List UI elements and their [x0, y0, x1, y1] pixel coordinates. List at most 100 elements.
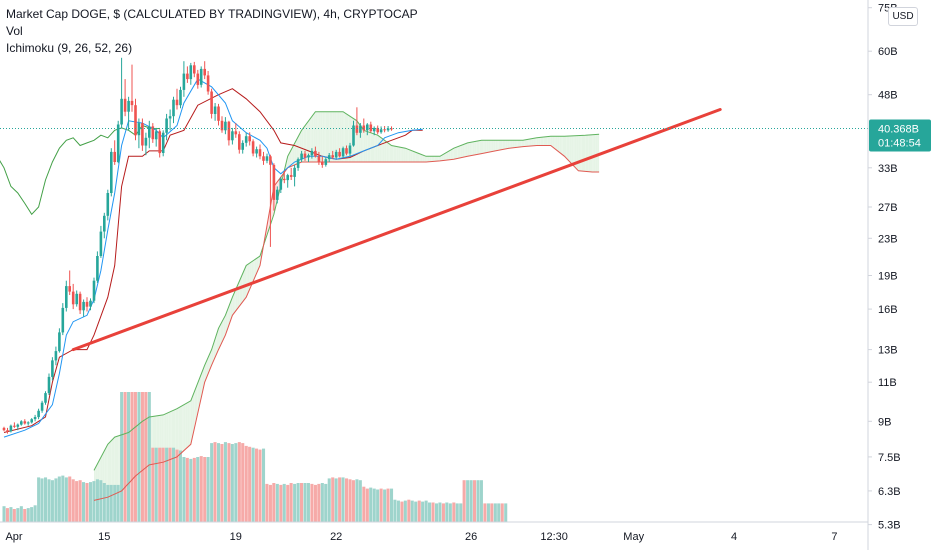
candle[interactable] — [85, 297, 89, 312]
candle[interactable] — [355, 107, 359, 136]
candle[interactable] — [92, 277, 96, 304]
candle[interactable] — [37, 408, 40, 420]
candle[interactable] — [54, 346, 58, 366]
candle[interactable] — [372, 126, 376, 136]
candle[interactable] — [130, 64, 134, 112]
candle[interactable] — [224, 117, 227, 135]
candle[interactable] — [199, 66, 203, 88]
candle[interactable] — [58, 328, 61, 353]
candle[interactable] — [175, 88, 179, 110]
candle[interactable] — [51, 357, 54, 381]
candle[interactable] — [172, 96, 175, 124]
candle[interactable] — [96, 251, 99, 283]
legend-volume[interactable]: Vol — [6, 24, 23, 38]
candle[interactable] — [327, 153, 331, 162]
candle[interactable] — [324, 157, 328, 167]
candle[interactable] — [334, 149, 338, 159]
candle[interactable] — [238, 131, 241, 154]
candle[interactable] — [13, 422, 16, 428]
candle[interactable] — [352, 120, 355, 147]
candle[interactable] — [213, 103, 217, 121]
candle[interactable] — [179, 86, 182, 109]
candle[interactable] — [296, 157, 300, 171]
candle[interactable] — [383, 126, 386, 133]
candle[interactable] — [23, 419, 27, 425]
candle[interactable] — [2, 426, 6, 432]
candle[interactable] — [248, 132, 251, 146]
candle[interactable] — [231, 127, 234, 145]
candle[interactable] — [75, 290, 78, 307]
candle[interactable] — [144, 132, 148, 156]
candle[interactable] — [151, 123, 155, 143]
candle[interactable] — [158, 129, 161, 158]
candle[interactable] — [99, 225, 103, 258]
legend-ichimoku[interactable]: Ichimoku (9, 26, 52, 26) — [6, 41, 133, 55]
candle[interactable] — [113, 140, 116, 165]
candle[interactable] — [137, 118, 141, 149]
trendline[interactable] — [71, 108, 722, 352]
candle[interactable] — [272, 163, 276, 211]
candle[interactable] — [293, 164, 296, 187]
candle[interactable] — [307, 153, 310, 162]
candle[interactable] — [206, 71, 210, 95]
candle[interactable] — [148, 120, 151, 149]
candle[interactable] — [61, 303, 65, 336]
legend-symbol[interactable]: Market Cap DOGE, $ (CALCULATED BY TRADIN… — [6, 7, 418, 21]
candle[interactable] — [71, 283, 75, 310]
candle[interactable] — [369, 121, 373, 133]
candle[interactable] — [44, 391, 47, 405]
candle[interactable] — [189, 62, 193, 85]
candle[interactable] — [227, 120, 231, 146]
candle[interactable] — [68, 270, 71, 296]
candle[interactable] — [269, 154, 272, 247]
candle[interactable] — [165, 113, 168, 141]
candle[interactable] — [203, 61, 206, 80]
candle[interactable] — [289, 167, 293, 180]
candle[interactable] — [65, 280, 68, 312]
candle[interactable] — [161, 130, 165, 157]
candle[interactable] — [16, 423, 20, 431]
candle[interactable] — [89, 298, 92, 311]
candle[interactable] — [386, 126, 390, 132]
candle[interactable] — [390, 126, 393, 131]
candle[interactable] — [123, 79, 127, 117]
candle[interactable] — [310, 148, 314, 159]
candle[interactable] — [186, 66, 189, 83]
candle[interactable] — [251, 139, 255, 157]
candle[interactable] — [265, 153, 269, 164]
candle[interactable] — [286, 173, 289, 188]
candle[interactable] — [314, 146, 317, 158]
candle[interactable] — [283, 170, 286, 184]
candle[interactable] — [366, 123, 369, 136]
candle[interactable] — [9, 424, 13, 433]
candle[interactable] — [244, 132, 248, 147]
candle[interactable] — [338, 148, 341, 158]
candle[interactable] — [341, 146, 345, 158]
candle[interactable] — [154, 127, 158, 147]
candle[interactable] — [40, 400, 44, 413]
candle[interactable] — [20, 420, 23, 426]
candle[interactable] — [210, 88, 213, 119]
candle[interactable] — [262, 151, 265, 165]
candle[interactable] — [182, 61, 186, 97]
candle[interactable] — [78, 291, 82, 314]
candle[interactable] — [321, 156, 324, 168]
candle[interactable] — [6, 427, 9, 434]
candle[interactable] — [110, 148, 113, 197]
candle[interactable] — [255, 146, 258, 158]
candle[interactable] — [116, 120, 120, 164]
candle[interactable] — [345, 145, 348, 156]
candle[interactable] — [30, 418, 33, 424]
candle[interactable] — [317, 151, 321, 165]
candle[interactable] — [279, 176, 283, 193]
candle[interactable] — [276, 186, 279, 204]
candle[interactable] — [103, 212, 106, 239]
candle[interactable] — [82, 299, 85, 317]
candle[interactable] — [134, 98, 137, 141]
currency-button[interactable]: USD — [888, 7, 918, 26]
candle[interactable] — [127, 96, 130, 131]
candle[interactable] — [196, 69, 200, 89]
candle[interactable] — [359, 123, 362, 138]
